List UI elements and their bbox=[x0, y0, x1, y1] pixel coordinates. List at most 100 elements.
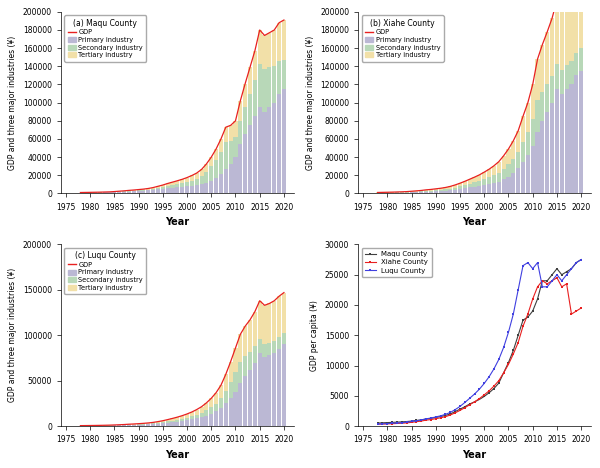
Luqu County bbox=[422, 416, 430, 422]
Bar bbox=[458, 186, 462, 189]
Bar bbox=[282, 89, 286, 193]
Xiahe County bbox=[457, 408, 464, 413]
Bar bbox=[117, 425, 121, 426]
Maqu County bbox=[495, 380, 502, 386]
Bar bbox=[229, 398, 233, 426]
Bar bbox=[166, 186, 170, 188]
Bar bbox=[194, 415, 199, 418]
Bar bbox=[151, 188, 155, 189]
Luqu County bbox=[379, 421, 386, 427]
Bar bbox=[107, 425, 112, 426]
Bar bbox=[530, 119, 535, 146]
Bar bbox=[424, 190, 428, 191]
Bar bbox=[175, 184, 179, 187]
Luqu County bbox=[447, 410, 454, 415]
Y-axis label: GDP and three major industries (¥): GDP and three major industries (¥) bbox=[8, 268, 17, 402]
Bar bbox=[268, 33, 271, 67]
Bar bbox=[569, 61, 574, 85]
Bar bbox=[458, 183, 462, 186]
Xiahe County bbox=[432, 416, 439, 422]
Bar bbox=[472, 183, 476, 187]
Bar bbox=[185, 182, 189, 186]
Maqu County bbox=[558, 272, 565, 278]
Bar bbox=[248, 67, 252, 94]
Bar bbox=[262, 344, 266, 357]
Bar bbox=[243, 107, 247, 134]
Bar bbox=[194, 173, 199, 179]
Bar bbox=[146, 190, 151, 193]
Maqu County bbox=[394, 419, 401, 425]
Bar bbox=[185, 418, 189, 420]
Bar bbox=[579, 0, 583, 48]
Luqu County bbox=[553, 272, 560, 278]
Bar bbox=[156, 423, 160, 424]
Bar bbox=[107, 192, 112, 193]
Maqu County bbox=[466, 401, 473, 407]
Bar bbox=[545, 112, 549, 193]
Bar bbox=[200, 407, 203, 413]
Bar bbox=[180, 179, 184, 183]
Bar bbox=[229, 381, 233, 398]
Maqu County bbox=[578, 257, 585, 263]
Legend: GDP, Primary industry, Secondary industry, Tertiary industry: GDP, Primary industry, Secondary industr… bbox=[362, 15, 443, 61]
Luqu County bbox=[374, 421, 381, 427]
Bar bbox=[194, 410, 199, 415]
Bar bbox=[277, 61, 281, 94]
X-axis label: Year: Year bbox=[463, 450, 487, 460]
Xiahe County bbox=[452, 410, 459, 416]
Bar bbox=[219, 175, 223, 193]
Bar bbox=[205, 164, 208, 172]
Xiahe County bbox=[563, 281, 570, 286]
Bar bbox=[535, 59, 539, 100]
Bar bbox=[434, 190, 438, 191]
Bar bbox=[214, 160, 218, 178]
Luqu County bbox=[471, 391, 478, 397]
Bar bbox=[579, 71, 583, 193]
Maqu County bbox=[539, 278, 546, 284]
Luqu County bbox=[481, 380, 488, 386]
Bar bbox=[463, 188, 467, 193]
Bar bbox=[569, 0, 574, 61]
Bar bbox=[205, 416, 208, 426]
Bar bbox=[404, 192, 409, 193]
Bar bbox=[219, 398, 223, 408]
Xiahe County bbox=[515, 340, 522, 345]
Bar bbox=[541, 121, 544, 193]
Luqu County bbox=[490, 366, 497, 372]
Bar bbox=[151, 423, 155, 424]
Bar bbox=[448, 186, 452, 189]
Bar bbox=[439, 190, 443, 191]
Xiahe County bbox=[437, 415, 444, 421]
Bar bbox=[156, 422, 160, 423]
Bar bbox=[185, 414, 189, 418]
Bar bbox=[156, 424, 160, 426]
Bar bbox=[535, 132, 539, 193]
Bar bbox=[238, 383, 242, 426]
Maqu County bbox=[403, 419, 410, 424]
Bar bbox=[112, 192, 116, 193]
Bar bbox=[262, 305, 266, 344]
Xiahe County bbox=[379, 421, 386, 427]
Bar bbox=[151, 189, 155, 190]
Bar bbox=[166, 422, 170, 423]
Xiahe County bbox=[403, 420, 410, 426]
Bar bbox=[530, 146, 535, 193]
Bar bbox=[248, 94, 252, 125]
Maqu County bbox=[422, 416, 430, 422]
Bar bbox=[170, 188, 175, 193]
Bar bbox=[243, 326, 247, 356]
Bar bbox=[282, 20, 286, 60]
X-axis label: Year: Year bbox=[463, 217, 487, 227]
Bar bbox=[478, 186, 481, 193]
Bar bbox=[521, 161, 525, 193]
Bar bbox=[526, 155, 530, 193]
Luqu County bbox=[548, 278, 556, 284]
Xiahe County bbox=[476, 396, 483, 402]
Bar bbox=[238, 101, 242, 121]
Maqu County bbox=[413, 417, 420, 423]
Xiahe County bbox=[471, 399, 478, 405]
Luqu County bbox=[495, 357, 502, 362]
Bar bbox=[243, 376, 247, 426]
Bar bbox=[166, 188, 170, 193]
Bar bbox=[205, 172, 208, 183]
